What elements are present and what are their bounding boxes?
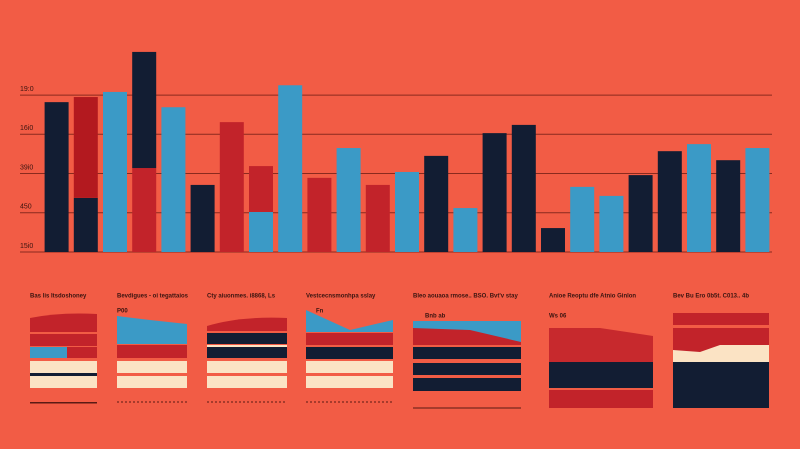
y-tick-label: 16i0 (20, 125, 33, 132)
bar (249, 211, 273, 252)
panel: Bev Bu Ero 0b5t. C013.. 4b (673, 294, 769, 408)
bar (103, 91, 127, 252)
bar (482, 133, 507, 252)
bar (453, 208, 478, 252)
bar (599, 195, 624, 252)
panel-title: Bleo aouaoa rmose.. BSO. Bvt'v stay (413, 294, 518, 300)
bar (570, 186, 595, 252)
y-tick-label: 19:0 (20, 86, 34, 93)
panel-title: Vestcecnsmonhpa sslay (306, 294, 376, 300)
bar (278, 85, 303, 253)
panel-label: Bnb ab (425, 314, 446, 320)
bar (336, 148, 361, 252)
panel-label: P00 (117, 309, 128, 315)
panel-title: Bev Bu Ero 0b5t. C013.. 4b (673, 294, 749, 300)
panel-title: Bas lis Itsdoshoney (30, 294, 87, 300)
panel-label: Fn (316, 309, 324, 315)
bar (716, 160, 741, 252)
bar (541, 228, 565, 252)
bar (132, 168, 157, 252)
y-tick-label: 39i0 (20, 164, 33, 171)
panel: Vestcecnsmonhpa sslay Fn (306, 294, 393, 403)
panel-label: Ws 06 (549, 314, 567, 320)
y-tick-label: 15i0 (20, 243, 33, 250)
bar (219, 122, 244, 253)
bar (745, 148, 770, 252)
bar (249, 166, 273, 212)
bar (190, 184, 215, 252)
panel: Anioe Reoptu dfe Atnio Ginlon Ws 06 (549, 294, 653, 408)
bar (161, 107, 186, 252)
bar (365, 184, 390, 252)
bar (511, 124, 536, 252)
panel-title: Cty aiuonmes. i8868, Ls (207, 294, 276, 300)
bar (395, 171, 419, 252)
y-tick-label: 450 (20, 204, 32, 211)
panel: Bleo aouaoa rmose.. BSO. Bvt'v stay Bnb … (413, 294, 521, 409)
panel-title: Bevdigues - oi tegattaios (117, 294, 189, 300)
bar (687, 144, 711, 252)
panel: Bevdigues - oi tegattaios P00 (117, 294, 189, 403)
bar (628, 175, 653, 252)
panel: Cty aiuonmes. i8868, Ls (207, 294, 287, 403)
bar (307, 177, 332, 252)
bar (424, 155, 449, 252)
panel-title: Anioe Reoptu dfe Atnio Ginlon (549, 294, 636, 300)
panel: Bas lis Itsdoshoney (30, 294, 97, 404)
bar (657, 151, 682, 252)
bar (73, 97, 98, 198)
bar (44, 102, 69, 252)
bar (73, 197, 98, 252)
bar (132, 51, 157, 169)
